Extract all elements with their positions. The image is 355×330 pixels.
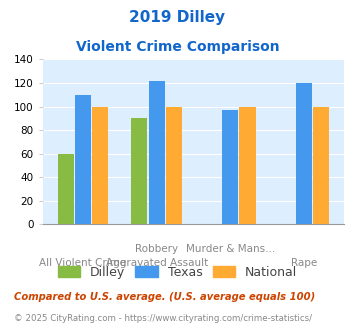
Bar	[131, 118, 147, 224]
Bar	[222, 110, 238, 224]
Text: © 2025 CityRating.com - https://www.cityrating.com/crime-statistics/: © 2025 CityRating.com - https://www.city…	[14, 314, 312, 323]
Legend: Dilley, Texas, National: Dilley, Texas, National	[54, 262, 301, 282]
Text: All Violent Crime: All Violent Crime	[39, 258, 127, 268]
Bar	[313, 107, 329, 224]
Bar	[240, 107, 256, 224]
Bar	[296, 83, 312, 224]
Text: 2019 Dilley: 2019 Dilley	[130, 10, 225, 25]
Bar	[92, 107, 109, 224]
Text: Aggravated Assault: Aggravated Assault	[105, 258, 208, 268]
Text: Violent Crime Comparison: Violent Crime Comparison	[76, 40, 279, 53]
Text: Murder & Mans...: Murder & Mans...	[186, 244, 275, 254]
Text: Robbery: Robbery	[135, 244, 178, 254]
Text: Rape: Rape	[291, 258, 317, 268]
Bar	[75, 95, 91, 224]
Bar	[166, 107, 182, 224]
Text: Compared to U.S. average. (U.S. average equals 100): Compared to U.S. average. (U.S. average …	[14, 292, 316, 302]
Bar	[149, 81, 165, 224]
Bar	[58, 154, 74, 224]
